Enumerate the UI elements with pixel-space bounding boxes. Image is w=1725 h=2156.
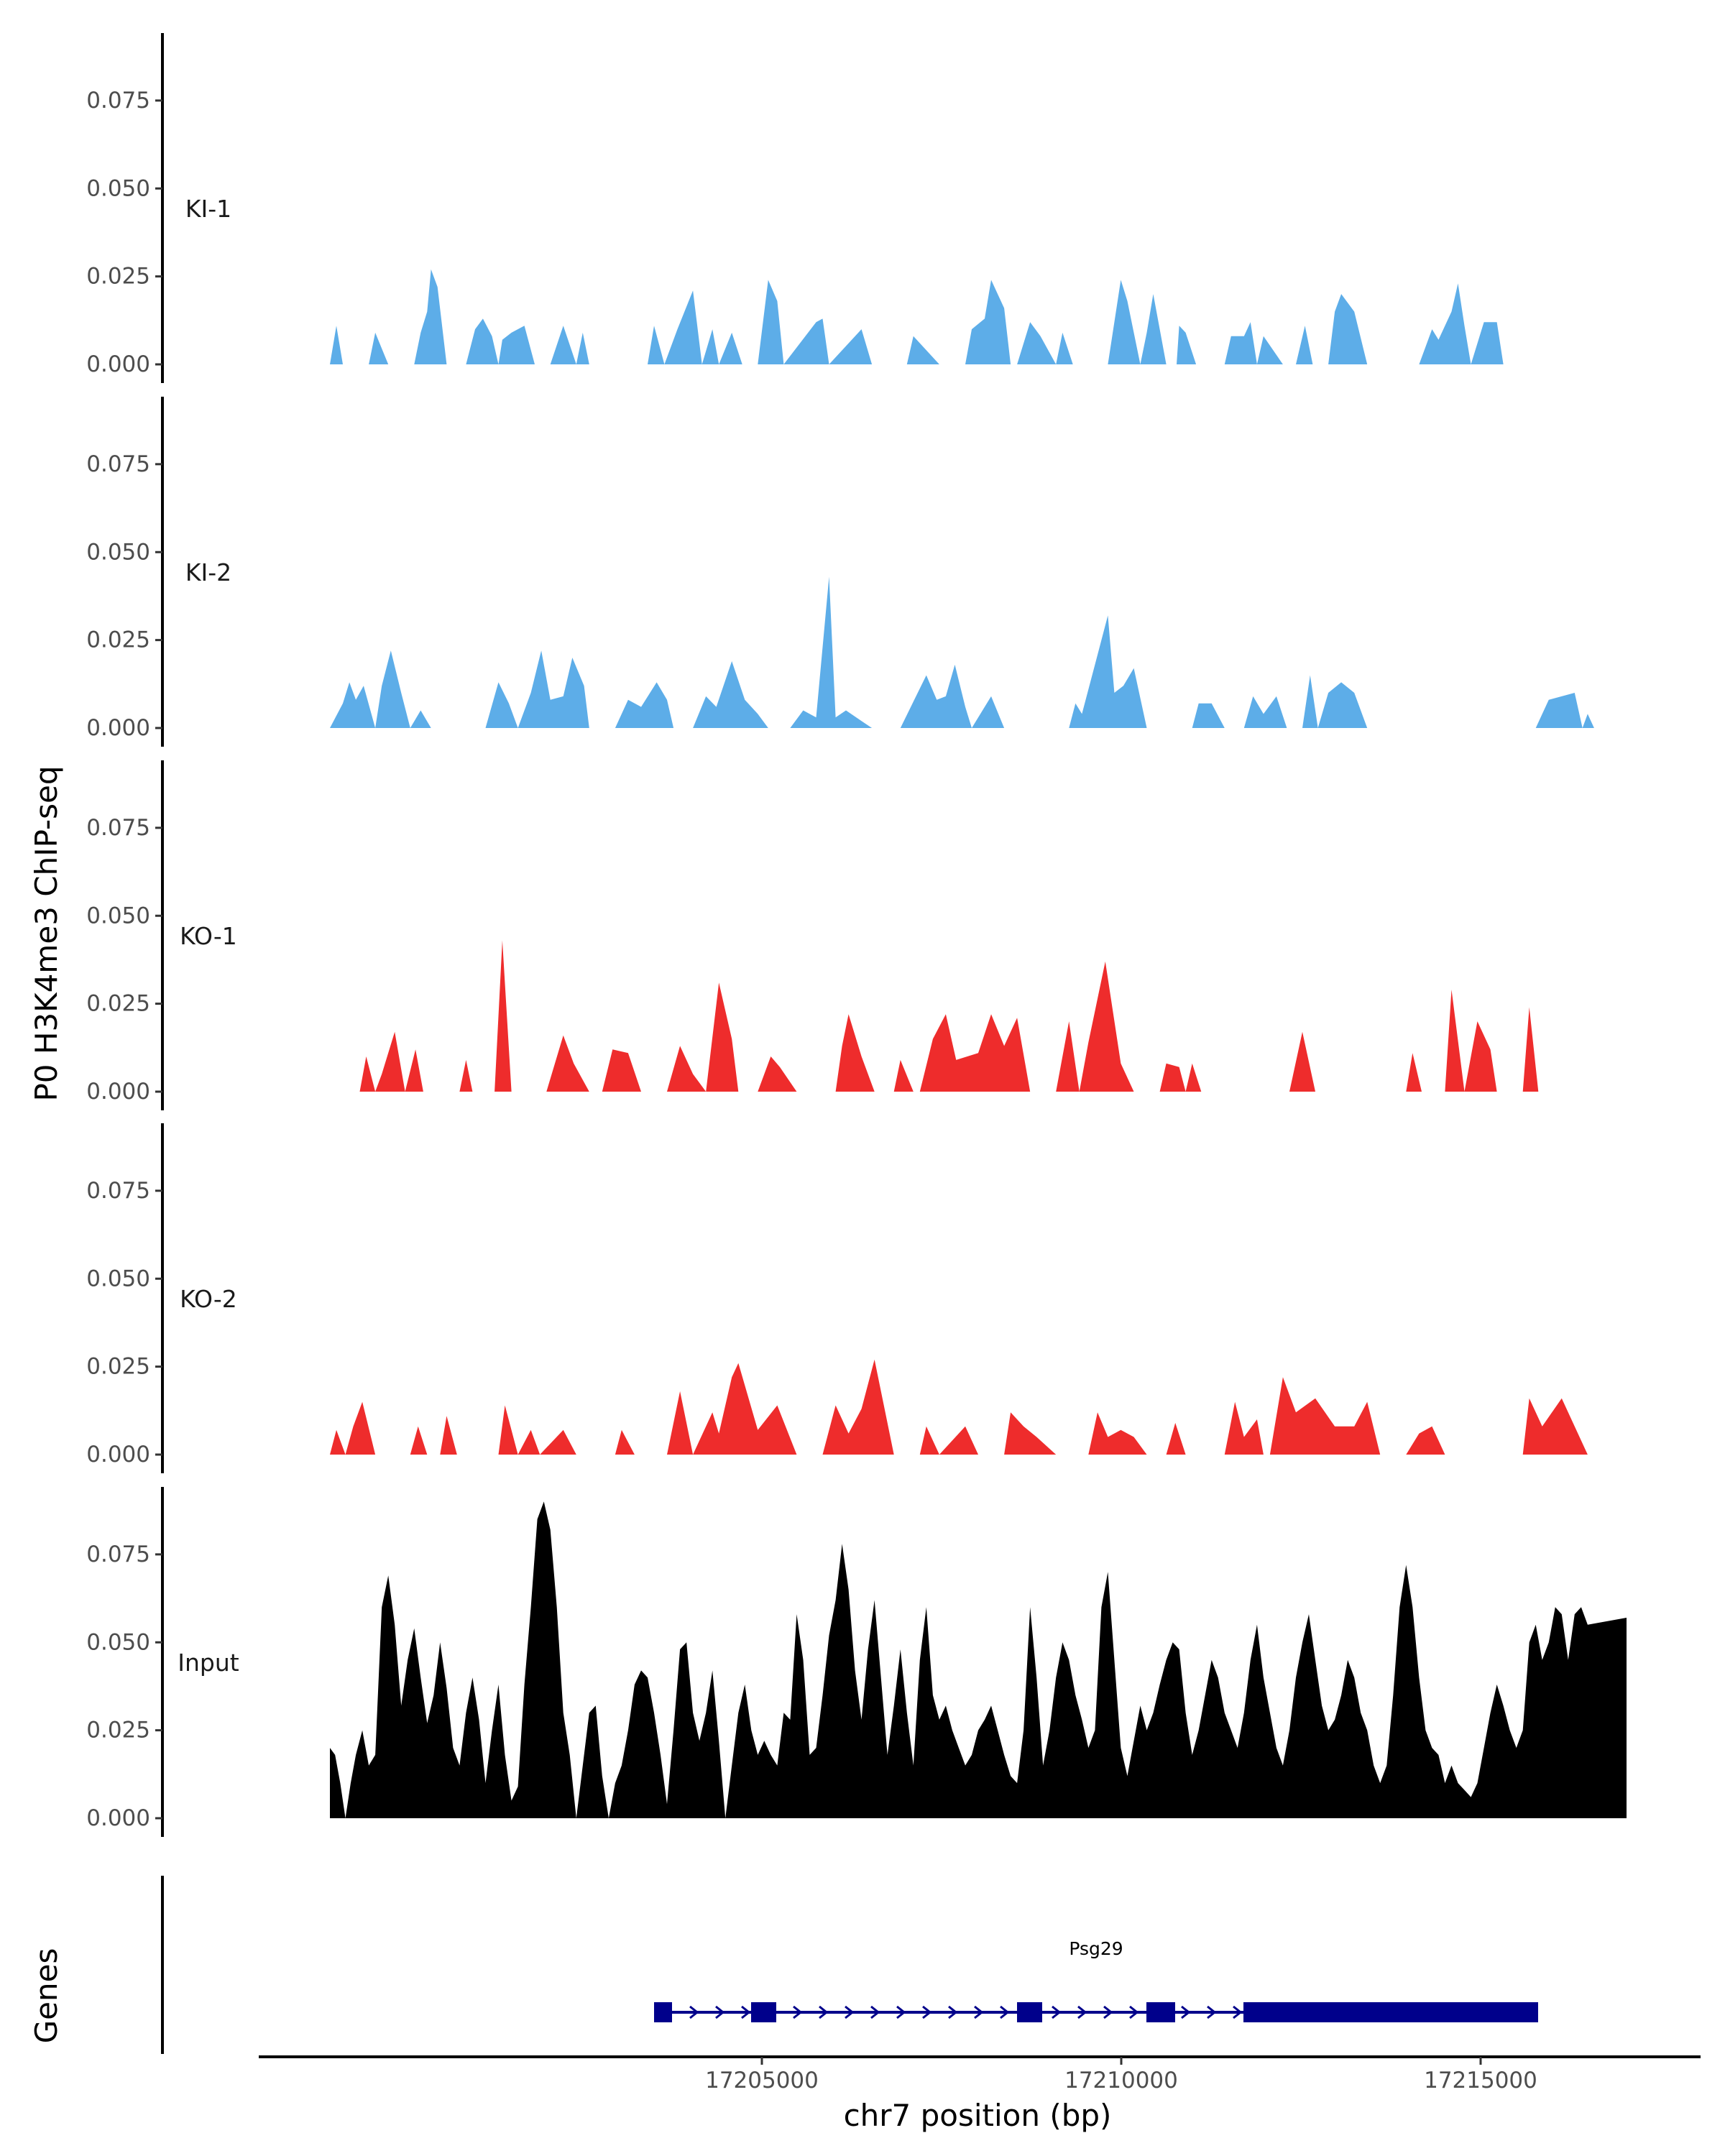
track-label: KI-1 [185, 195, 231, 223]
gene-panel: Psg29 17205000 17210000 17215000 [161, 1876, 1701, 2093]
y-tick-label: 0.075 [86, 451, 150, 477]
x-tick-label: 17215000 [1424, 2068, 1537, 2093]
gene-exon [1017, 2002, 1042, 2022]
strand-arrow [1129, 2005, 1139, 2019]
strand-arrow [1207, 2005, 1217, 2019]
strand-arrow [922, 2005, 932, 2019]
y-tick-label: 0.025 [86, 627, 150, 653]
y-tick-label: 0.075 [86, 815, 150, 841]
strand-arrow [974, 2005, 984, 2019]
y-tick-label: 0.050 [86, 1629, 150, 1655]
y-tick-label: 0.000 [86, 715, 150, 741]
y-axis-title: P0 H3K4me3 ChIP-seq [29, 765, 64, 1101]
strand-arrow [896, 2005, 906, 2019]
y-tick-label: 0.025 [86, 991, 150, 1017]
y-tick-label: 0.000 [86, 1442, 150, 1468]
y-tick-label: 0.000 [86, 351, 150, 377]
x-tick-label: 17205000 [705, 2068, 819, 2093]
strand-arrow [870, 2005, 880, 2019]
strand-arrow [819, 2005, 829, 2019]
signal-area [330, 1501, 1627, 1818]
track-label: KO-1 [180, 922, 237, 950]
signal-area [359, 940, 1539, 1092]
y-tick-label: 0.050 [86, 903, 150, 929]
y-tick-label: 0.075 [86, 1542, 150, 1567]
y-tick-label: 0.050 [86, 1266, 150, 1291]
strand-arrow [1077, 2005, 1087, 2019]
y-tick-label: 0.050 [86, 175, 150, 201]
strand-arrow [1103, 2005, 1113, 2019]
tracks-layer: 0.0000.0250.0500.075KI-10.0000.0250.0500… [86, 33, 1627, 1837]
genes-axis-title: Genes [29, 1948, 64, 2044]
x-axis-title: chr7 position (bp) [844, 2098, 1112, 2133]
track-ko-2: 0.000 0.025 0.050 0.075 KO-2 [86, 1123, 1627, 1473]
strand-arrow [948, 2005, 958, 2019]
gene-exon [654, 2002, 672, 2022]
strand-arrow [1052, 2005, 1062, 2019]
y-tick-label: 0.025 [86, 264, 150, 290]
signal-area [330, 269, 1575, 364]
strand-arrow [689, 2005, 699, 2019]
track-label: KO-2 [180, 1285, 237, 1313]
y-tick-label: 0.075 [86, 88, 150, 114]
x-tick-label: 17210000 [1064, 2068, 1178, 2093]
strand-arrow [793, 2005, 803, 2019]
strand-arrow [1000, 2005, 1010, 2019]
track-label: Input [178, 1649, 239, 1677]
y-tick-label: 0.000 [86, 1079, 150, 1105]
gene-exon [1243, 2002, 1538, 2022]
signal-area [330, 1359, 1627, 1455]
track-label: KI-2 [185, 558, 231, 586]
strand-arrow [741, 2005, 751, 2019]
track-input: 0.000 0.025 0.050 0.075 Input [86, 1487, 1627, 1837]
y-tick-label: 0.075 [86, 1178, 150, 1204]
strand-arrow [845, 2005, 855, 2019]
signal-area [330, 576, 1594, 728]
strand-arrow [715, 2005, 725, 2019]
strand-arrow [1181, 2005, 1191, 2019]
y-tick-label: 0.025 [86, 1354, 150, 1380]
y-tick-label: 0.050 [86, 539, 150, 565]
track-ki-2: 0.000 0.025 0.050 0.075 KI-2 [86, 397, 1594, 747]
strand-arrow [1233, 2005, 1243, 2019]
y-tick-label: 0.000 [86, 1805, 150, 1831]
y-tick-label: 0.025 [86, 1718, 150, 1743]
gene-exon [751, 2002, 776, 2022]
gene-exon [1146, 2002, 1175, 2022]
track-ki-1: 0.000 0.025 0.050 0.075 KI-1 [86, 33, 1575, 383]
track-ko-1: 0.000 0.025 0.050 0.075 KO-1 [86, 760, 1539, 1110]
gene-name-label: Psg29 [1069, 1938, 1123, 1959]
